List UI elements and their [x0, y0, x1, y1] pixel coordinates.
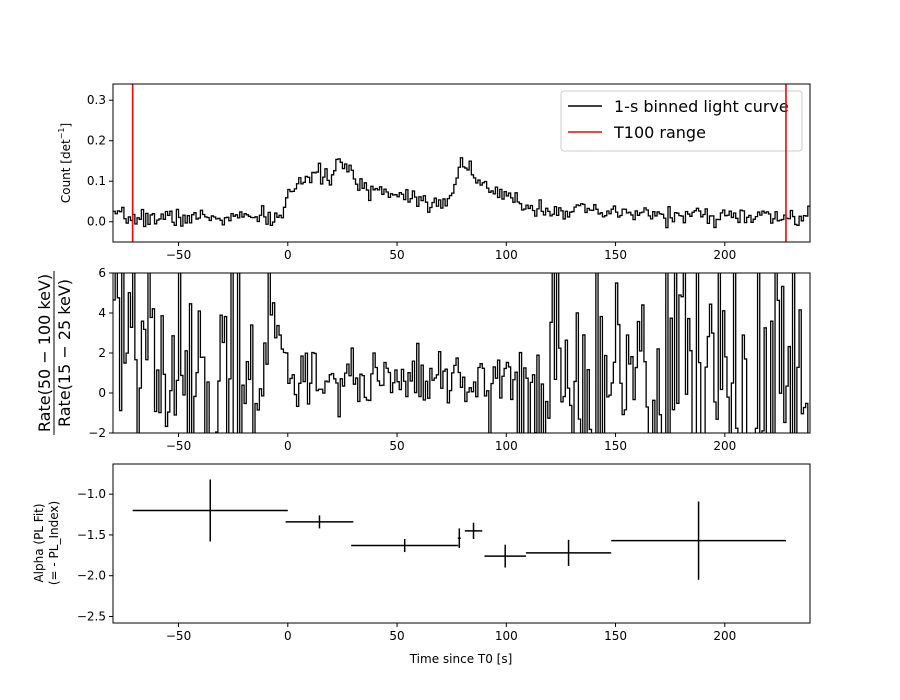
hardness-ratio-x-tick-label: 100	[495, 439, 518, 453]
legend-label-t100: T100 range	[613, 123, 706, 142]
hardness-ratio-x-tick-label: 0	[284, 439, 292, 453]
alpha-y-tick-label: −1.0	[77, 487, 106, 501]
light-curve-plot-area	[113, 84, 810, 242]
alpha-y-tick-label: −2.5	[77, 609, 106, 623]
alpha-y-tick-label: −1.5	[77, 528, 106, 542]
light-curve-x-tick-label: −50	[166, 248, 191, 262]
light-curve-x-tick-label: 200	[713, 248, 736, 262]
light-curve-y-tick-label: 0.3	[87, 93, 106, 107]
light-curve-y-axis-label: Count [det−1]	[57, 123, 73, 203]
alpha-point-5	[464, 522, 483, 540]
hardness-ratio-x-tick-label: 50	[389, 439, 404, 453]
alpha-axes-frame	[112, 463, 811, 624]
alpha-x-tick-label: 0	[284, 629, 292, 643]
alpha-x-tick-label: 150	[604, 629, 627, 643]
light-curve-y-tick-label: 0.0	[87, 215, 106, 229]
hardness-ratio-y-tick-label: 6	[98, 266, 106, 280]
hardness-ratio-y-tick-label: −2	[88, 426, 106, 440]
alpha-point-6	[484, 544, 526, 568]
x-axis-label: Time since T0 [s]	[409, 652, 513, 666]
light-curve-panel: Count [det−1] 1-s binned light curve T10…	[57, 83, 811, 262]
light-curve-y-tick-label: 0.2	[87, 134, 106, 148]
alpha-x-tick-label: 50	[389, 629, 404, 643]
alpha-point-8	[611, 501, 786, 580]
alpha-x-tick-label: 200	[713, 629, 736, 643]
alpha-point-7	[525, 539, 612, 566]
hardness-ratio-panel: Rate(50 − 100 keV) Rate(15 − 25 keV) −50…	[35, 266, 811, 453]
hardness-ratio-y-tick-label: 2	[98, 346, 106, 360]
alpha-x-tick-label: −50	[166, 629, 191, 643]
hardness-ratio-line	[113, 273, 809, 433]
hardness-ratio-x-tick-label: 200	[713, 439, 736, 453]
alpha-y-axis-label: Alpha (PL Fit)	[32, 503, 46, 582]
light-curve-line	[113, 157, 810, 229]
alpha-point-3	[351, 539, 459, 553]
hardness-ratio-y-axis-label: Rate(50 − 100 keV) Rate(15 − 25 keV)	[35, 271, 74, 435]
light-curve-x-tick-label: 0	[284, 248, 292, 262]
alpha-y-axis-sublabel: (= - PL_Index)	[47, 501, 61, 585]
light-curve-axes-frame	[112, 83, 811, 243]
alpha-plot-area	[132, 479, 786, 580]
hardness-ratio-x-tick-label: −50	[166, 439, 191, 453]
legend-box	[560, 90, 803, 152]
alpha-y-tick-label: −2.0	[77, 569, 106, 583]
ratio-denominator-label: Rate(15 − 25 keV)	[55, 279, 74, 427]
light-curve-legend: 1-s binned light curve T100 range	[560, 90, 803, 152]
alpha-point-1	[132, 479, 288, 542]
legend-label-light-curve: 1-s binned light curve	[614, 97, 789, 116]
hardness-ratio-y-tick-label: 0	[98, 386, 106, 400]
alpha-point-2	[285, 515, 354, 529]
light-curve-y-tick-label: 0.1	[87, 174, 106, 188]
hardness-ratio-plot-area	[113, 273, 809, 433]
light-curve-x-tick-label: 100	[495, 248, 518, 262]
alpha-x-tick-label: 100	[495, 629, 518, 643]
light-curve-x-tick-label: 150	[604, 248, 627, 262]
hardness-ratio-y-tick-label: 4	[98, 306, 106, 320]
hardness-ratio-x-tick-label: 150	[604, 439, 627, 453]
alpha-point-4	[457, 528, 461, 548]
light-curve-x-tick-label: 50	[389, 248, 404, 262]
ratio-numerator-label: Rate(50 − 100 keV)	[35, 274, 54, 432]
alpha-panel: Alpha (PL Fit) (= - PL_Index) Time since…	[32, 463, 811, 666]
